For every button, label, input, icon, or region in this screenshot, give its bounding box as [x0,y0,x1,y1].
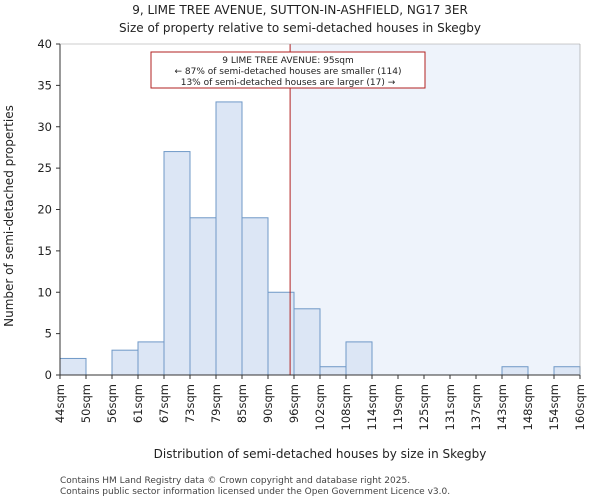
x-tick-label: 102sqm [313,384,327,430]
bar-73sqm [189,217,217,376]
footer-copyright: Contains HM Land Registry data © Crown c… [60,476,410,486]
x-tick-label: 137sqm [469,384,483,430]
x-axis-label: Distribution of semi-detached houses by … [154,447,487,461]
y-tick-label: 15 [37,244,52,258]
bar-143sqm [501,366,529,376]
x-tick-label: 79sqm [209,384,223,423]
bar-61sqm [137,341,165,376]
x-tick-label: 90sqm [261,384,275,423]
bar-108sqm [345,341,373,376]
x-tick-label: 108sqm [339,384,353,430]
bar-85sqm [241,217,269,376]
y-tick-label: 20 [37,203,52,217]
y-tick-label: 30 [37,120,52,134]
y-tick-label: 10 [37,285,52,299]
x-tick-label: 96sqm [287,384,301,423]
y-tick-label: 40 [37,37,52,51]
x-tick-label: 67sqm [157,384,171,423]
bar-67sqm [163,151,191,376]
x-tick-label: 85sqm [235,384,249,423]
x-tick-label: 131sqm [443,384,457,430]
x-tick-label: 50sqm [79,384,93,423]
bar-102sqm [319,366,347,376]
x-tick-label: 125sqm [417,384,431,430]
y-tick-label: 35 [37,78,52,92]
bar-44sqm [59,357,87,376]
x-tick-label: 114sqm [365,384,379,430]
y-tick-label: 5 [45,327,52,341]
chart-title: 9, LIME TREE AVENUE, SUTTON-IN-ASHFIELD,… [132,3,468,17]
bar-56sqm [111,349,139,376]
x-tick-label: 73sqm [183,384,197,423]
footer-licence: Contains public sector information licen… [60,487,450,497]
bar-79sqm [215,101,243,376]
annotation-line-1: 9 LIME TREE AVENUE: 95sqm [222,56,354,66]
x-tick-label: 44sqm [53,384,67,423]
chart-subtitle: Size of property relative to semi-detach… [119,21,481,35]
larger-region [290,44,580,375]
annotation-line-3: 13% of semi-detached houses are larger (… [181,78,396,88]
x-tick-label: 119sqm [391,384,405,430]
bar-154sqm [553,366,581,376]
x-tick-label: 148sqm [521,384,535,430]
x-tick-label: 160sqm [573,384,587,430]
x-tick-label: 61sqm [131,384,145,423]
x-tick-label: 143sqm [495,384,509,430]
y-tick-label: 0 [45,368,52,382]
annotation-box [150,51,426,89]
x-tick-label: 154sqm [547,384,561,430]
y-axis-label: Number of semi-detached properties [2,105,16,327]
y-tick-label: 25 [37,161,52,175]
x-tick-label: 56sqm [105,384,119,423]
bar-96sqm [293,308,321,376]
annotation-line-2: ← 87% of semi-detached houses are smalle… [175,67,402,77]
